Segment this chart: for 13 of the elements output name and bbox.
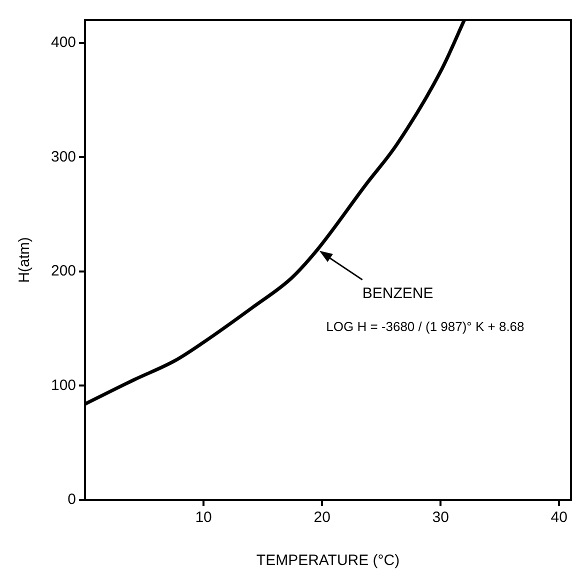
y-tick-label: 300 bbox=[50, 148, 76, 166]
x-tick-label: 10 bbox=[195, 509, 212, 526]
y-tick-label: 200 bbox=[50, 262, 76, 280]
x-tick-label: 20 bbox=[314, 509, 330, 526]
y-tick-label: 400 bbox=[50, 34, 76, 51]
y-axis-title: H(atm) bbox=[16, 237, 34, 283]
annotation: LOG H = -3680 / (1 987)° K + 8.68 bbox=[326, 318, 524, 334]
x-tick-label: 30 bbox=[432, 509, 449, 526]
x-axis-title: TEMPERATURE (°C) bbox=[256, 552, 400, 570]
y-tick-label: 0 bbox=[68, 491, 76, 508]
annotation: BENZENE bbox=[362, 284, 434, 302]
x-tick-label: 40 bbox=[550, 509, 568, 526]
y-tick-label: 100 bbox=[50, 376, 76, 394]
